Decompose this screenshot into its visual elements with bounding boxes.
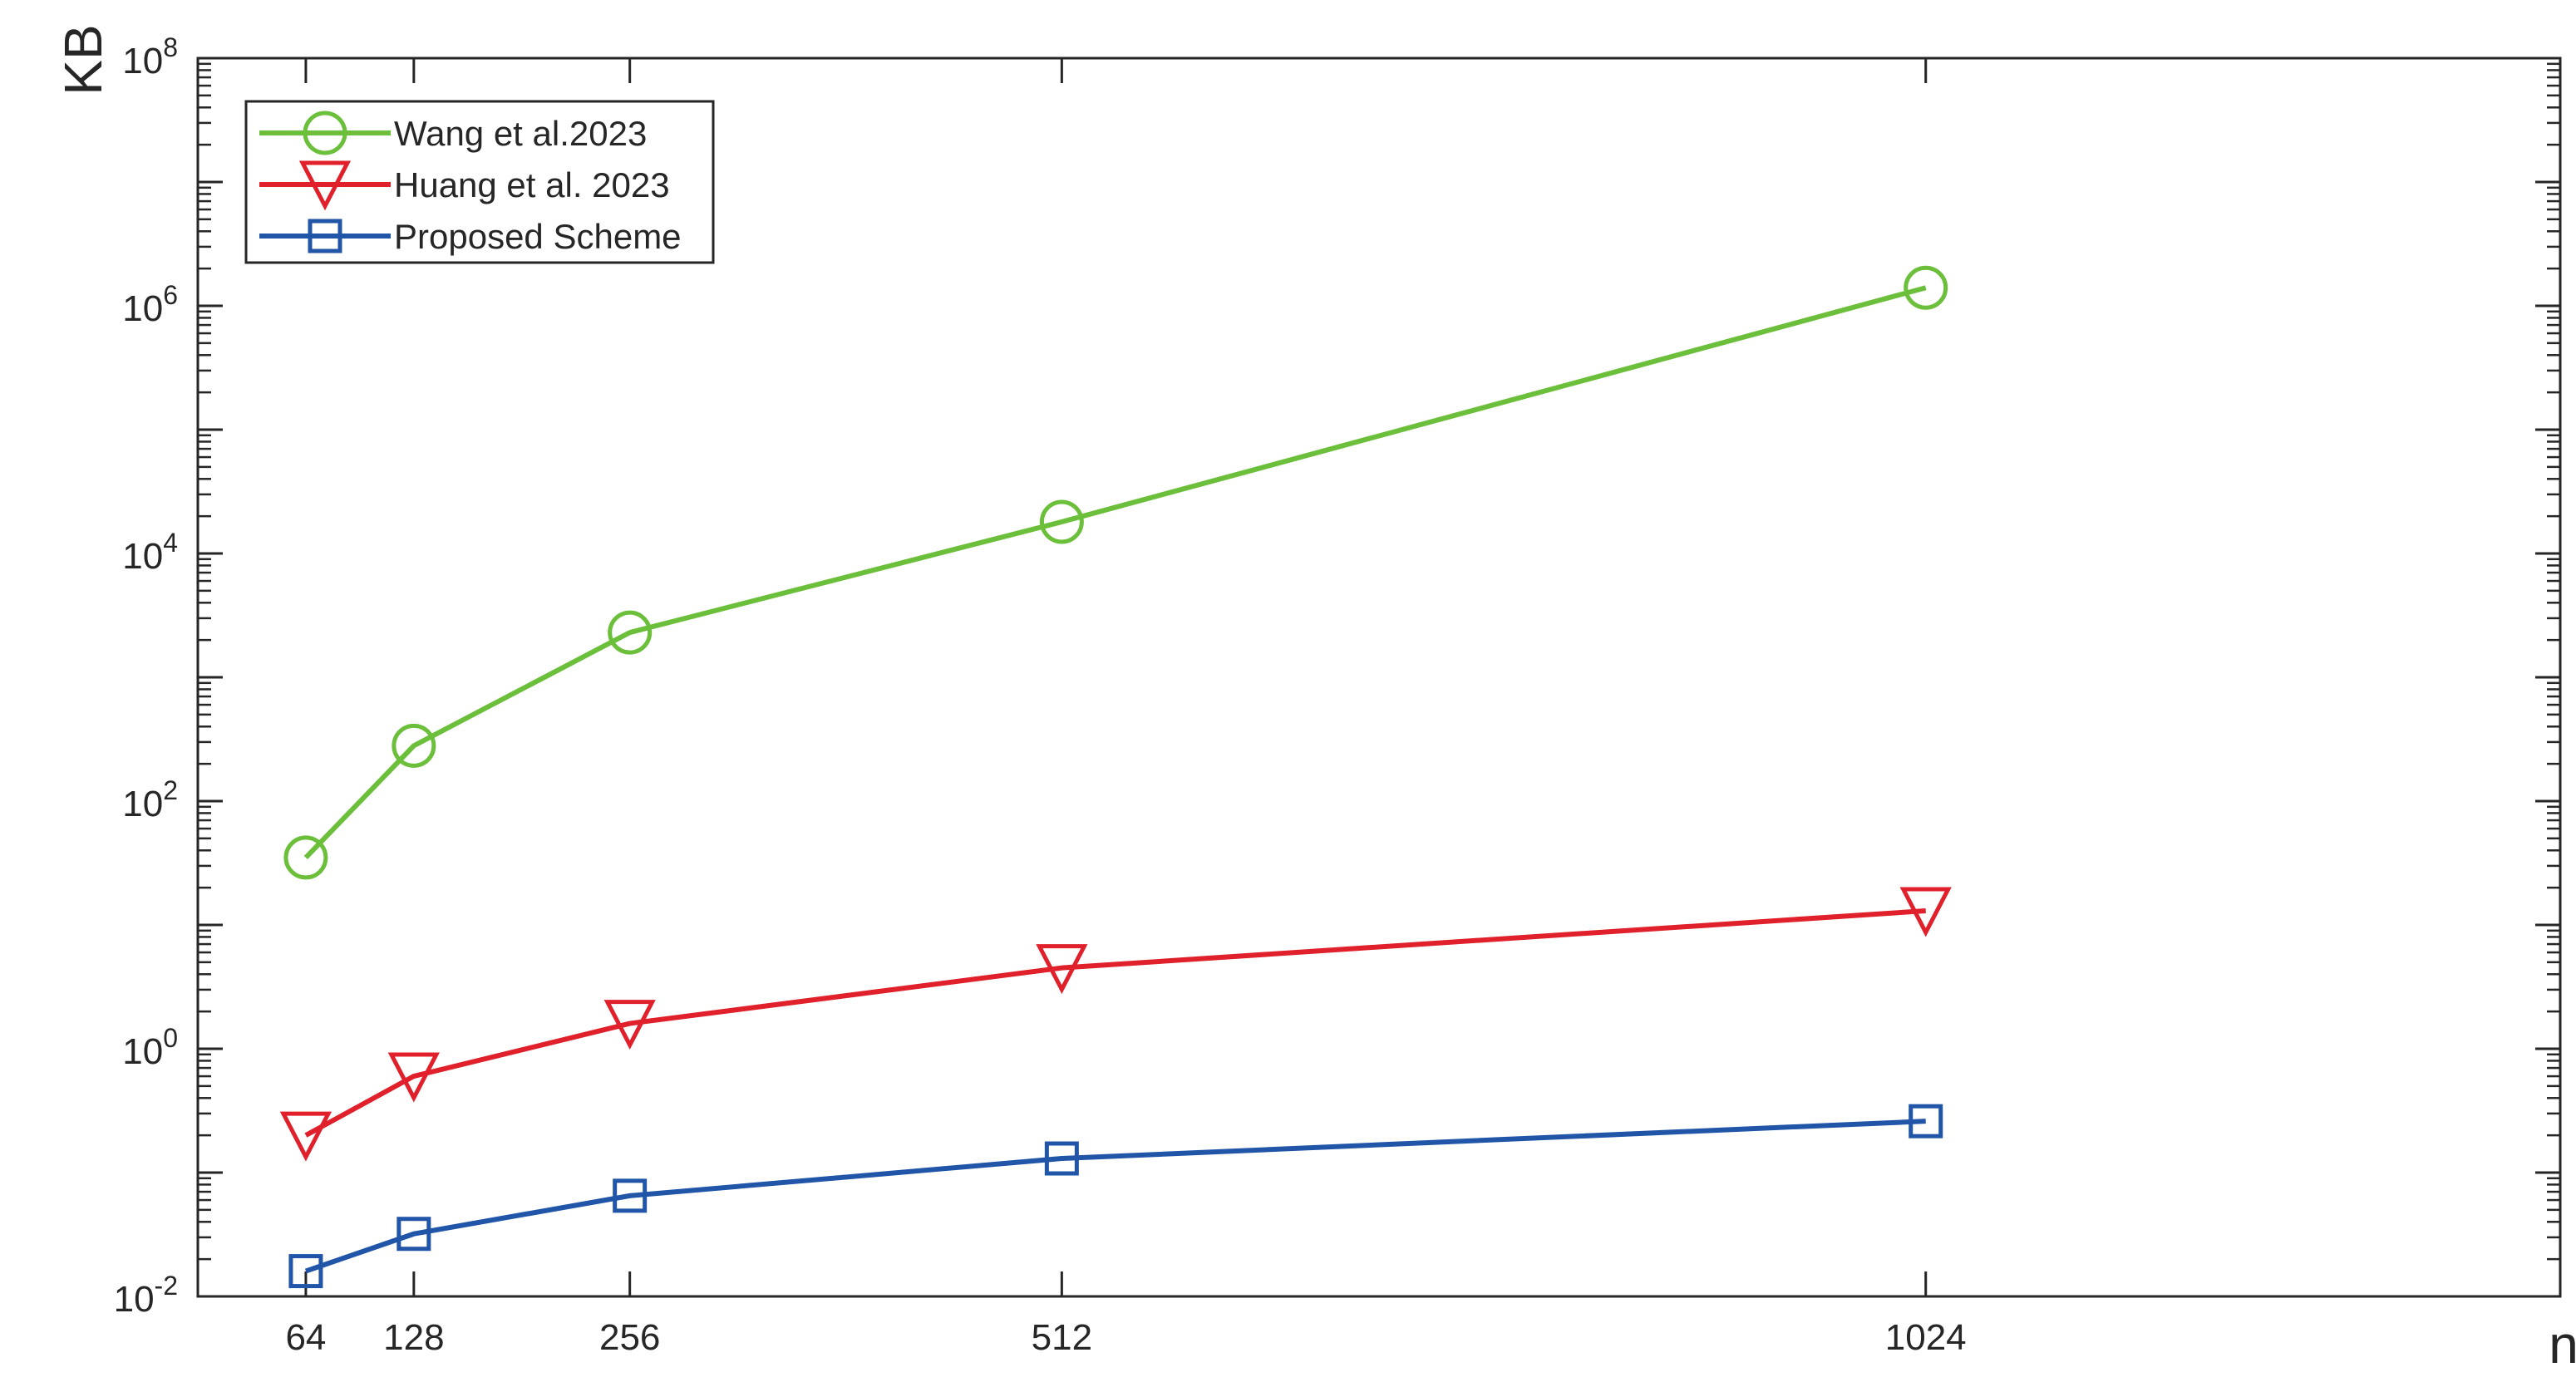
y-tick-label-base: 10	[114, 1279, 155, 1320]
series-line	[303, 285, 1927, 860]
y-minor-ticks	[198, 62, 2560, 1261]
legend-marker	[298, 160, 352, 211]
y-tick-label: 108	[122, 32, 178, 81]
series-huang-et-al-2023	[279, 887, 1952, 1162]
series-line	[304, 908, 1926, 1138]
data-point	[608, 610, 653, 655]
y-tick-label-exponent: 8	[163, 32, 178, 62]
y-tick-label-base: 10	[122, 41, 163, 81]
y-tick-label: 106	[122, 280, 178, 329]
y-axis-label: KB	[53, 24, 113, 95]
x-tick-label: 512	[1032, 1317, 1092, 1358]
data-point	[603, 1000, 656, 1050]
legend-entry: Wang et al.2023	[259, 111, 647, 155]
data-point	[392, 723, 436, 768]
data-point	[279, 1111, 332, 1162]
x-tick-label: 1024	[1885, 1317, 1967, 1358]
data-point	[1904, 265, 1948, 310]
x-axis-label: n	[2549, 1315, 2576, 1375]
data-point	[1909, 1104, 1943, 1139]
series-layer	[279, 265, 1952, 1289]
data-point	[613, 1178, 648, 1213]
y-tick-label: 10-2	[114, 1271, 178, 1320]
series-wang-et-al-2023	[283, 265, 1948, 880]
series-proposed-scheme	[288, 1104, 1943, 1289]
data-point	[1899, 887, 1952, 937]
legend-entry: Huang et al. 2023	[259, 160, 670, 211]
legend-entry: Proposed Scheme	[259, 217, 682, 256]
data-point	[1039, 499, 1084, 544]
legend-marker	[303, 111, 347, 155]
y-tick-label-base: 10	[122, 784, 163, 824]
y-tick-label-base: 10	[122, 1031, 163, 1072]
x-tick-labels: 64 128 256 512 1024	[285, 1317, 1966, 1358]
plot-area-frame	[196, 57, 2562, 1298]
legend-marker	[308, 219, 342, 253]
y-tick-label: 102	[122, 775, 178, 824]
legend-label: Wang et al.2023	[394, 114, 647, 153]
x-ticks	[304, 58, 1928, 1296]
series-line	[304, 1119, 1926, 1274]
legend-label: Proposed Scheme	[394, 217, 682, 256]
y-tick-label-exponent: 0	[163, 1023, 178, 1053]
y-tick-label-exponent: 4	[163, 528, 178, 558]
data-point	[1036, 944, 1088, 995]
legend-label: Huang et al. 2023	[394, 165, 670, 204]
y-tick-label-base: 10	[122, 288, 163, 329]
y-tick-label-base: 10	[122, 536, 163, 577]
data-point	[387, 1052, 440, 1103]
y-tick-label-exponent: -2	[155, 1271, 178, 1301]
x-tick-label: 64	[285, 1317, 326, 1358]
y-tick-label: 104	[122, 528, 178, 577]
x-tick-label: 128	[383, 1317, 444, 1358]
y-tick-label: 100	[122, 1023, 178, 1072]
data-point	[1044, 1141, 1079, 1176]
legend: Wang et al.2023 Huang et al. 2023 Proposed…	[244, 100, 715, 264]
data-point	[288, 1254, 323, 1289]
y-tick-label-exponent: 6	[163, 280, 178, 310]
data-point	[396, 1217, 431, 1252]
y-tick-label-exponent: 2	[163, 775, 178, 805]
data-point	[283, 835, 328, 880]
x-tick-label: 256	[599, 1317, 660, 1358]
